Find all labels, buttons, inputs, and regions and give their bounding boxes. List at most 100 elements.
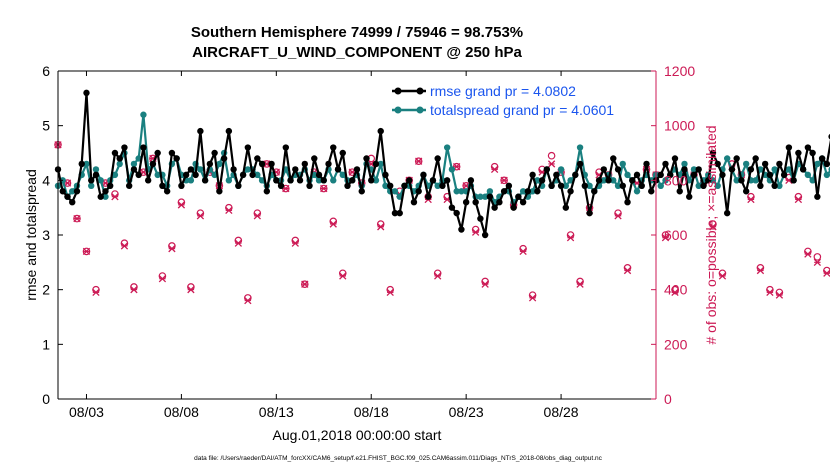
totalspread-point xyxy=(681,160,688,168)
obs-assimilated-marker xyxy=(519,247,527,256)
rmse-point xyxy=(747,166,755,173)
rmse-point xyxy=(728,166,736,173)
y-left-tick-label: 3 xyxy=(42,227,50,243)
rmse-point xyxy=(690,171,698,179)
obs-assimilated-marker xyxy=(823,269,830,277)
rmse-point xyxy=(714,160,721,168)
totalspread-point xyxy=(695,182,702,189)
totalspread-point xyxy=(771,166,778,173)
rmse-point xyxy=(206,160,214,168)
rmse-point xyxy=(216,188,223,195)
rmse-point xyxy=(211,149,218,157)
obs-assimilated-marker xyxy=(234,239,243,247)
totalspread-point xyxy=(458,188,465,195)
obs-assimilated-marker xyxy=(158,275,167,283)
totalspread-point xyxy=(723,155,731,162)
rmse-point xyxy=(296,177,304,184)
rmse-point xyxy=(462,199,470,206)
rmse-point xyxy=(686,193,693,200)
rmse-point xyxy=(230,166,237,173)
rmse-point xyxy=(700,182,707,189)
rmse-point xyxy=(581,182,589,189)
rmse-point xyxy=(705,177,712,184)
rmse-point xyxy=(410,199,418,206)
rmse-point xyxy=(396,209,403,217)
obs-assimilated-marker xyxy=(671,288,679,297)
rmse-point xyxy=(695,166,702,173)
rmse-point xyxy=(277,182,285,189)
rmse-point xyxy=(486,193,494,200)
rmse-point xyxy=(676,188,683,195)
y-axis-right: 0 200 400 600 800 1000 1200 xyxy=(651,63,695,407)
rmse-point xyxy=(681,166,688,173)
rmse-point xyxy=(524,188,532,195)
rmse-point xyxy=(790,177,797,184)
obs-assimilated-marker xyxy=(756,266,765,275)
rmse-point xyxy=(353,166,361,173)
obs-assimilated-marker xyxy=(500,176,508,184)
obs-assimilated-marker xyxy=(225,206,233,215)
totalspread-point xyxy=(600,177,607,184)
totalspread-point xyxy=(377,160,384,168)
rmse-point xyxy=(311,155,318,162)
totalspread-point xyxy=(709,177,717,184)
obs-assimilated-marker xyxy=(718,272,727,280)
totalspread-point xyxy=(657,182,664,189)
rmse-point xyxy=(785,144,793,151)
rmse-point xyxy=(420,171,427,179)
totalspread-point xyxy=(372,177,380,184)
rmse-point xyxy=(111,149,119,157)
rmse-point xyxy=(358,188,365,195)
totalspread-point xyxy=(382,182,389,189)
rmse-point xyxy=(496,199,503,206)
y-right-tick-label: 200 xyxy=(664,336,688,352)
rmse-point xyxy=(443,177,451,184)
rmse-point xyxy=(368,177,375,184)
rmse-point xyxy=(268,160,275,168)
rmse-point xyxy=(83,89,90,97)
obs-assimilated-marker xyxy=(766,288,774,297)
rmse-point xyxy=(330,144,337,151)
obs-assimilated-marker xyxy=(576,280,584,288)
y-left-tick-label: 6 xyxy=(42,63,50,79)
x-tick-label: 08/03 xyxy=(69,404,104,420)
obs-assimilated-marker xyxy=(92,288,100,297)
rmse-point xyxy=(439,182,446,189)
obs-assimilated-marker xyxy=(329,220,337,228)
totalspread-point xyxy=(83,160,90,168)
rmse-point xyxy=(154,149,161,157)
totalspread-point xyxy=(814,160,821,168)
totalspread-point xyxy=(116,160,123,168)
rmse-point xyxy=(197,127,204,135)
rmse-point xyxy=(823,160,830,168)
rmse-point xyxy=(643,160,650,168)
obs-assimilated-marker xyxy=(291,239,299,247)
rmse-point xyxy=(600,166,607,173)
rmse-point xyxy=(263,188,271,195)
rmse-point xyxy=(116,155,123,162)
rmse-point xyxy=(448,204,456,211)
rmse-point xyxy=(576,160,584,168)
chart-title-line2: AIRCRAFT_U_WIND_COMPONENT @ 250 hPa xyxy=(192,44,522,61)
data-file-footnote: data file: /Users/raeder/DAI/ATM_forcXX/… xyxy=(194,455,603,462)
totalspread-point xyxy=(443,144,451,151)
rmse-point xyxy=(662,160,669,168)
totalspread-point xyxy=(823,171,830,179)
y-right-tick-label: 1000 xyxy=(664,118,695,134)
totalspread-point xyxy=(154,171,161,179)
rmse-point xyxy=(799,166,807,173)
rmse-point xyxy=(481,231,489,239)
rmse-point xyxy=(538,177,546,184)
totalspread-point xyxy=(586,182,593,189)
x-tick-label: 08/08 xyxy=(164,404,199,420)
obs-assimilated-marker xyxy=(301,280,309,288)
chart-title-line1: Southern Hemisphere 74999 / 75946 = 98.7… xyxy=(191,24,523,41)
rmse-point xyxy=(472,199,479,206)
rmse-point xyxy=(125,182,133,189)
totalspread-point xyxy=(88,182,95,189)
obs-assimilated-marker xyxy=(168,245,176,253)
rmse-point xyxy=(78,160,85,168)
y-left-tick-label: 1 xyxy=(42,336,50,352)
obs-assimilated-marker xyxy=(386,288,394,297)
rmse-point xyxy=(387,182,394,189)
